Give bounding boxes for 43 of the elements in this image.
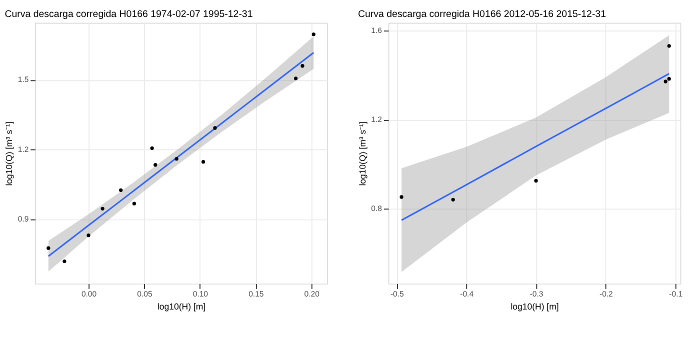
x-tick-label: 0.20 — [304, 290, 320, 299]
point — [312, 32, 316, 36]
y-tick-label: 0.8 — [371, 204, 382, 214]
point — [667, 77, 671, 81]
point — [213, 126, 217, 130]
point — [62, 259, 66, 264]
x-tick-label: -0.1 — [669, 290, 683, 299]
point — [132, 202, 136, 206]
point — [201, 160, 206, 164]
point — [174, 157, 178, 161]
point — [400, 195, 404, 199]
y-axis-title: log10(Q) [m³ s⁻¹] — [4, 122, 14, 186]
y-tick-label: 1.6 — [371, 26, 382, 36]
chart-title: Curva descarga corregida H0166 2012-05-16 2015-12-31 — [358, 8, 606, 20]
x-tick-label: 0.00 — [81, 290, 98, 299]
point — [154, 163, 158, 167]
x-tick-label: -0.5 — [390, 290, 404, 299]
point — [664, 80, 668, 84]
x-tick-label: -0.4 — [460, 290, 474, 299]
point — [86, 234, 90, 238]
point — [119, 188, 123, 192]
point — [150, 146, 154, 150]
point — [46, 246, 50, 250]
y-tick-label: 1.5 — [18, 75, 29, 84]
x-tick-label: -0.3 — [530, 290, 544, 299]
point — [100, 206, 104, 210]
line-series — [400, 72, 670, 221]
point — [534, 178, 538, 183]
y-axis-title: log10(Q) [m³ s⁻¹] — [357, 122, 368, 186]
x-tick-label: 0.05 — [137, 290, 152, 299]
x-tick-label: -0.2 — [599, 290, 613, 299]
point — [294, 76, 298, 80]
point — [300, 64, 304, 68]
chart-title: Curva descarga corregida H0166 1974-02-07 1995-12-31 — [4, 8, 253, 20]
y-tick-label: 1.2 — [18, 144, 29, 154]
y-tick-label: 1.2 — [371, 115, 382, 124]
point — [667, 44, 671, 48]
x-axis-title: log10(H) [m] — [510, 301, 559, 312]
y-tick-label: 0.9 — [18, 214, 29, 224]
point — [451, 198, 455, 202]
x-tick-label: 0.15 — [248, 290, 264, 299]
x-tick-label: 0.10 — [192, 290, 209, 299]
x-axis-title: log10(H) [m] — [157, 301, 206, 312]
